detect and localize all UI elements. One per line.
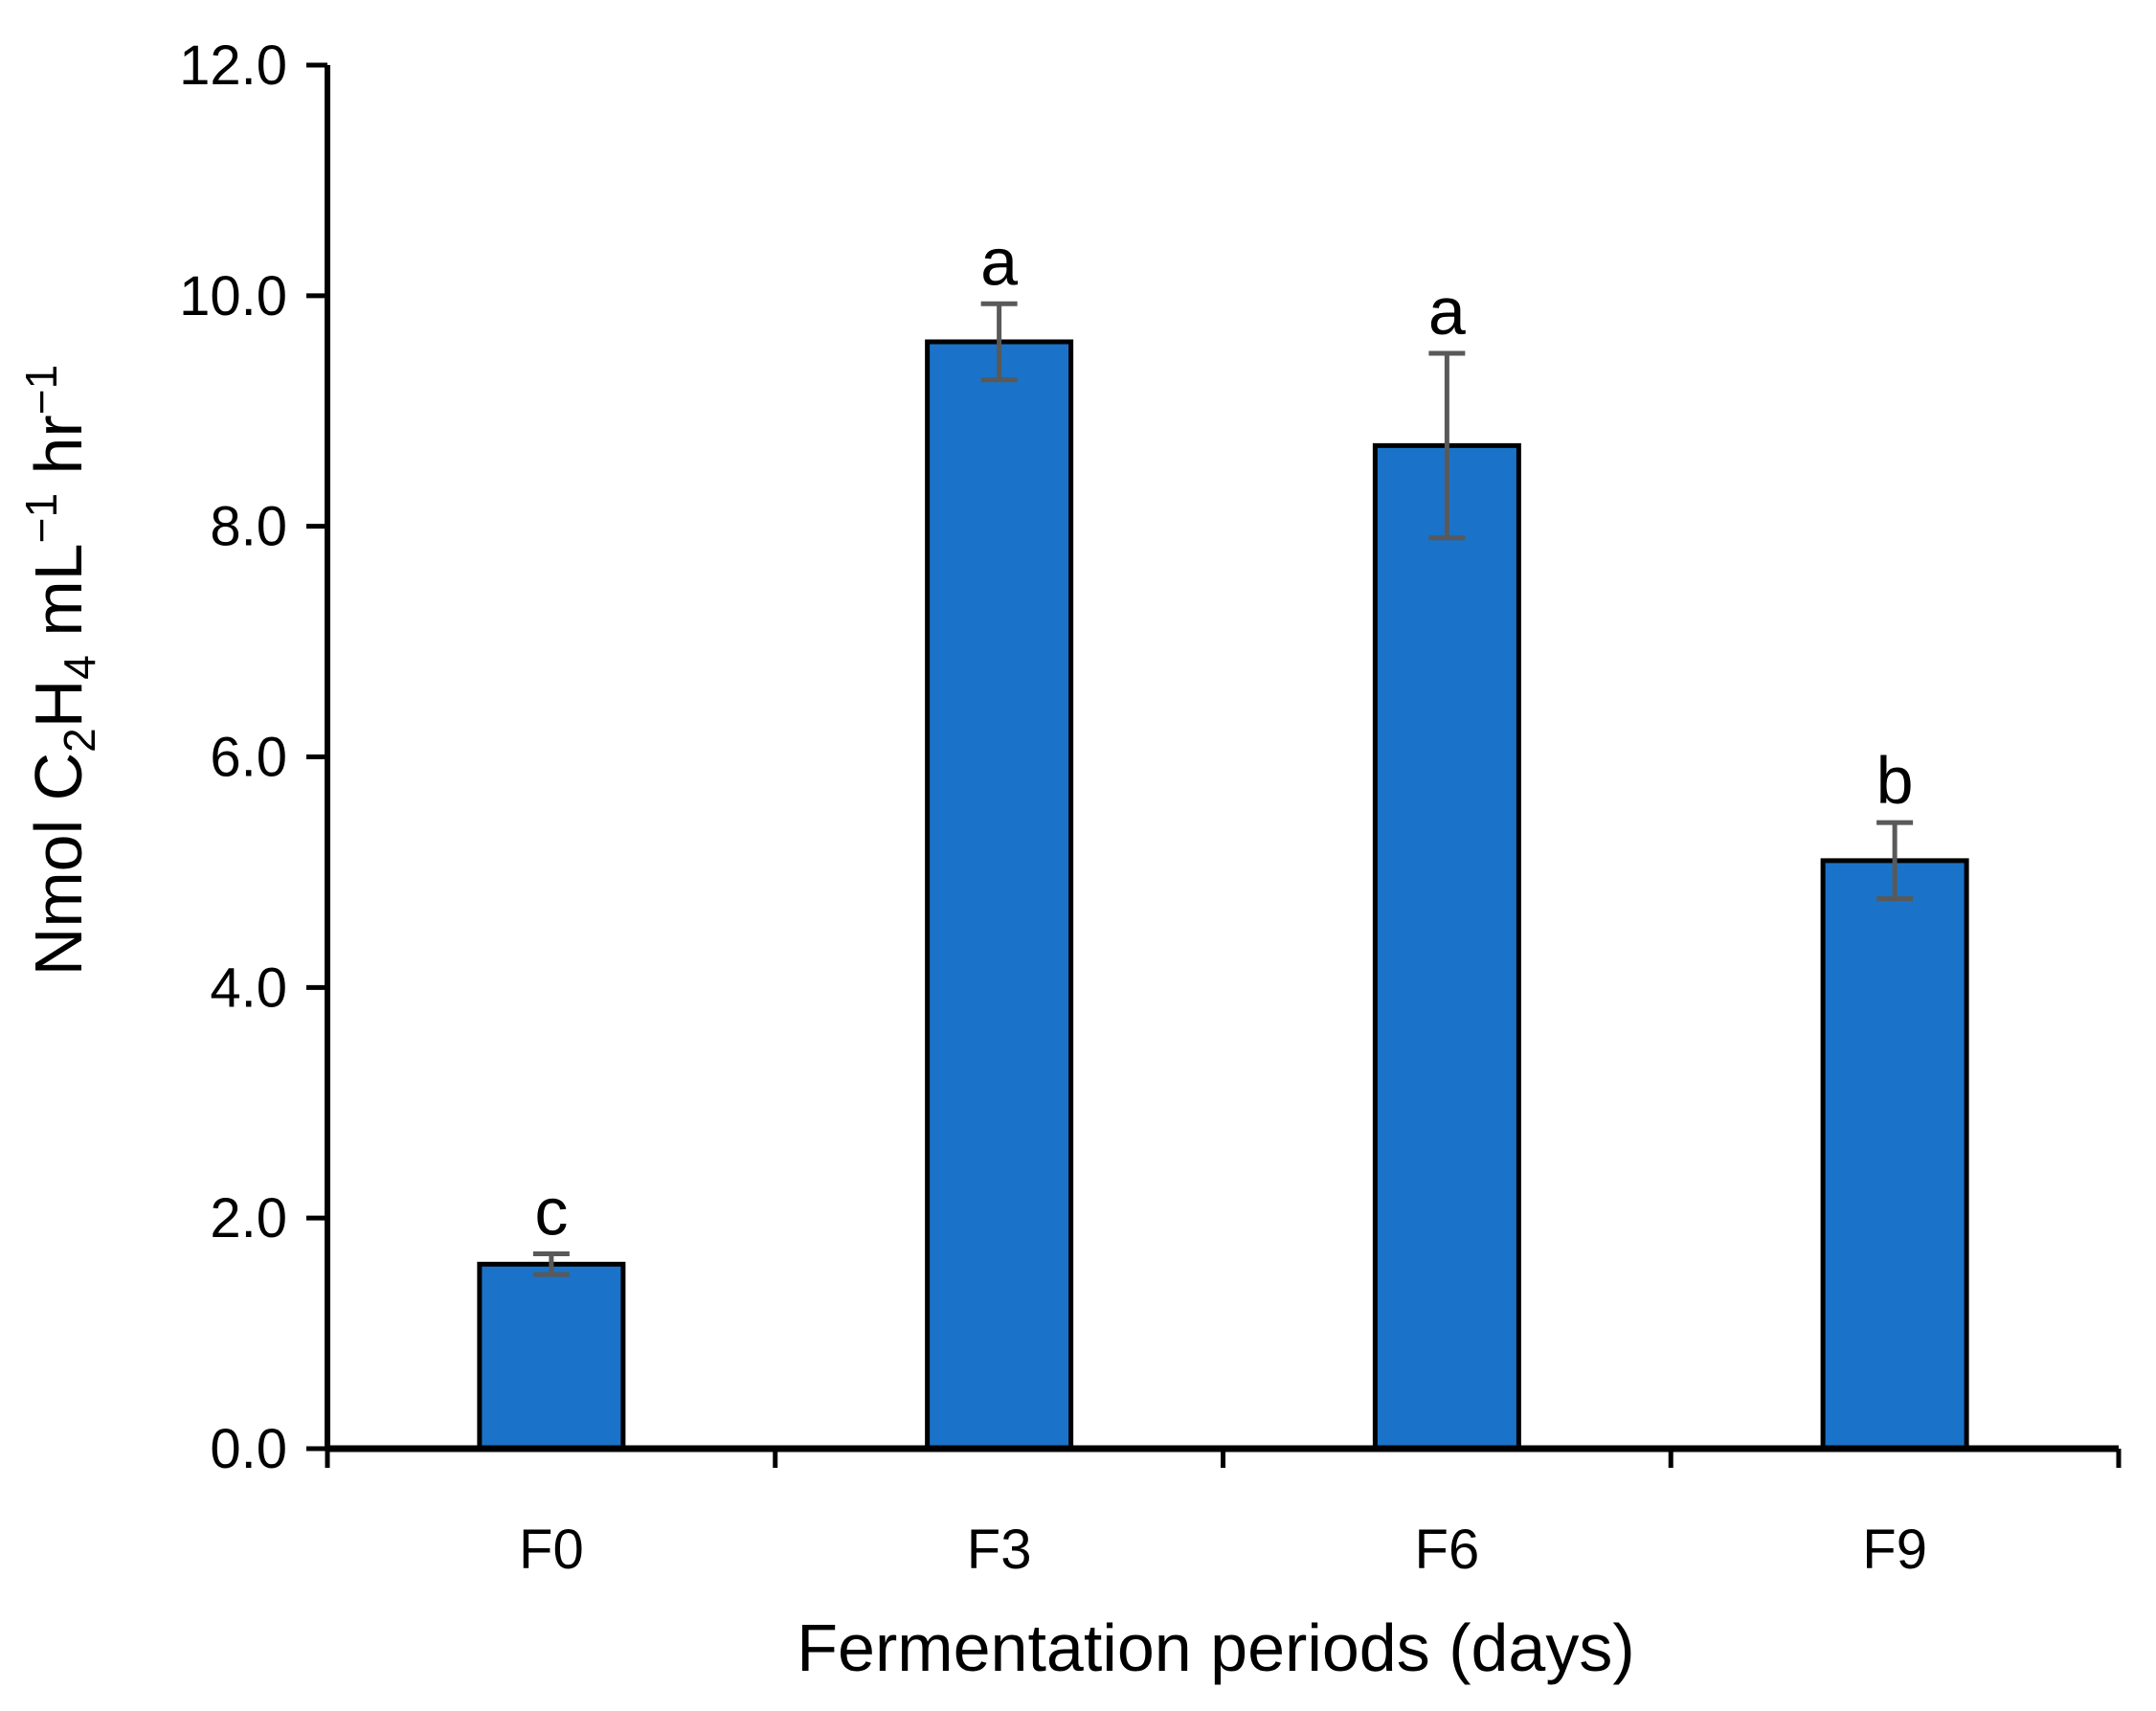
y-tick-label: 8.0 [210, 496, 287, 558]
y-axis-title-sub-4: 4 [55, 655, 104, 680]
bar-f3 [925, 339, 1074, 1452]
x-tick-label-f6: F6 [1415, 1519, 1480, 1581]
y-axis-title-sup-1: −1 [16, 493, 66, 543]
error-bar-f6 [1428, 350, 1466, 541]
significance-letter-f6: a [1428, 274, 1466, 349]
bar-f6 [1372, 442, 1521, 1452]
x-tick-label-f3: F3 [967, 1519, 1032, 1581]
x-tick-label-f0: F0 [519, 1519, 584, 1581]
y-tick-label: 6.0 [210, 727, 287, 789]
y-axis-title-sub-2: 2 [55, 728, 104, 753]
axes-layer [306, 62, 2122, 1468]
y-axis-title-ml: mL [21, 543, 96, 655]
y-axis-title-prefix: Nmol C [21, 753, 96, 976]
error-bar-f3 [980, 301, 1018, 383]
bar-f9 [1820, 858, 1969, 1452]
y-axis-title: Nmol C2H4 mL−1 hr−1 [16, 365, 104, 976]
y-tick-label: 12.0 [179, 34, 287, 97]
significance-letter-f9: b [1876, 743, 1914, 818]
error-bar-f9 [1876, 820, 1914, 902]
tick-labels-layer: F0 F3 F6 F9 0.0 2.0 4.0 6.0 8.0 10.0 12.0 [179, 34, 1927, 1581]
y-tick-label: 2.0 [210, 1187, 287, 1249]
y-tick-label: 4.0 [210, 957, 287, 1019]
error-bar-f0 [532, 1250, 570, 1277]
y-axis-title-hr: hr [21, 415, 96, 493]
y-tick-label: 10.0 [179, 265, 287, 327]
bar-f0 [477, 1261, 626, 1452]
y-tick-label: 0.0 [210, 1418, 287, 1480]
significance-letter-f0: c [534, 1174, 568, 1249]
y-axis-title-sup-2: −1 [16, 365, 66, 415]
significance-letters-layer: c a a b [534, 224, 1913, 1249]
y-axis-title-h: H [21, 680, 96, 729]
bars-layer [477, 339, 1969, 1452]
x-tick-label-f9: F9 [1862, 1519, 1927, 1581]
error-bars-layer [532, 301, 1914, 1277]
significance-letter-f3: a [980, 224, 1018, 299]
x-axis-title: Fermentation periods (days) [797, 1610, 1634, 1685]
